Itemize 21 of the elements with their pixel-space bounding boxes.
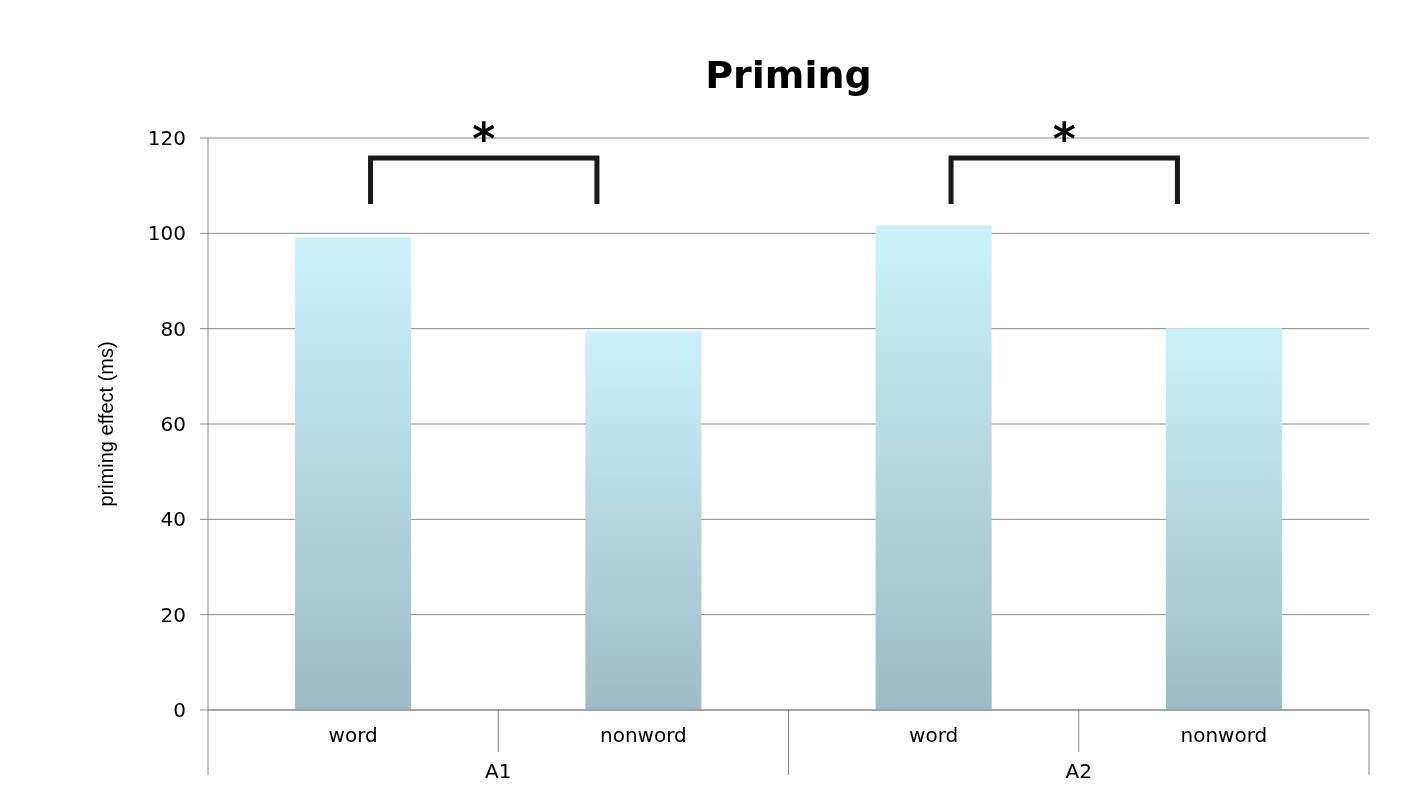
- y-tick-label: 20: [160, 602, 186, 627]
- text: A1: [485, 759, 512, 783]
- y-tick-label: 60: [160, 412, 186, 436]
- bar: [875, 225, 992, 710]
- y-tick-label: 40: [160, 507, 186, 532]
- x-tick-label: nonword: [600, 723, 687, 747]
- y-tick-label: 80: [160, 316, 186, 341]
- y-axis-title: priming effect (ms): [95, 341, 117, 507]
- bar: [295, 237, 412, 710]
- bar: [585, 331, 702, 710]
- text: A2: [1065, 759, 1092, 783]
- y-tick-label: 0: [173, 698, 186, 722]
- bar: [1165, 328, 1282, 710]
- chart-title: Priming: [705, 53, 872, 97]
- annotation: *: [1052, 113, 1076, 164]
- y-tick-label: 120: [147, 126, 186, 150]
- x-tick-label: nonword: [1180, 723, 1268, 747]
- x-tick-label: word: [328, 723, 378, 747]
- y-tick-label: 100: [147, 221, 186, 246]
- x-tick-label: word: [909, 723, 959, 747]
- annotation: *: [472, 113, 496, 164]
